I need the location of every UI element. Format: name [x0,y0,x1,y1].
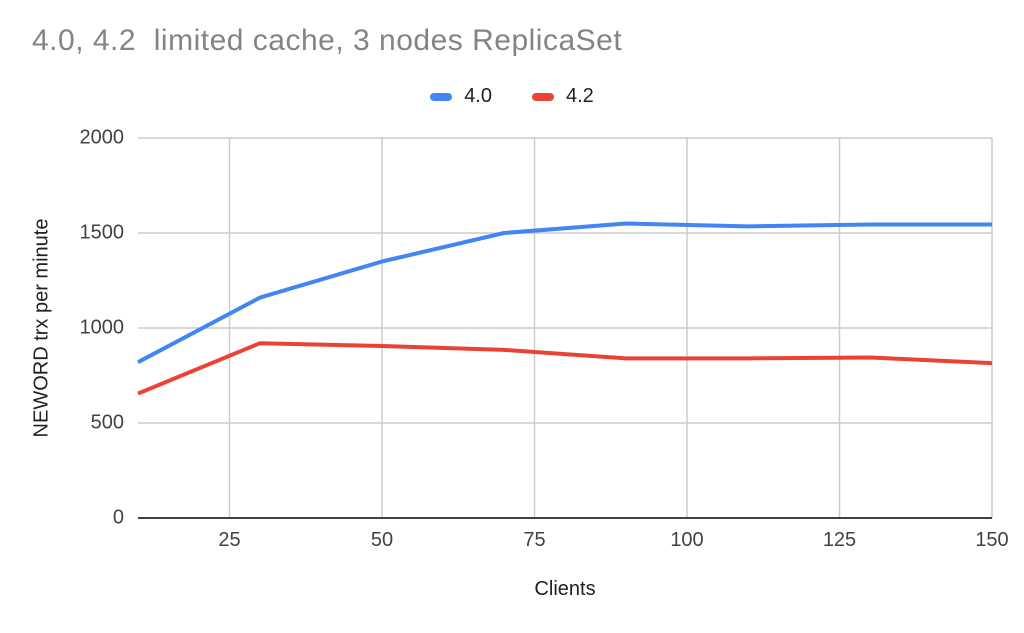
y-tick-label-2000: 2000 [79,126,125,149]
y-tick-label-500: 500 [90,411,124,434]
y-tick-label-1000: 1000 [79,316,125,339]
chart-title: 4.0, 4.2 limited cache, 3 nodes ReplicaS… [32,24,623,57]
x-axis-title: Clients [534,578,596,600]
legend-swatch-icon [430,92,453,101]
series-line-4-2 [137,341,993,396]
legend-swatch-icon [532,92,554,101]
y-axis-title: NEWORD trx per minute [30,218,53,438]
legend: 4.0 4.2 [0,85,1024,108]
x-tick-label-25: 25 [218,529,241,551]
legend-label: 4.2 [566,85,594,107]
x-tick-label-100: 100 [670,529,704,551]
y-tick-label-0: 0 [112,506,124,529]
legend-label: 4.0 [464,85,492,107]
series-line-4-0 [137,221,992,364]
y-tick-label-1500: 1500 [79,221,125,244]
legend-item-4-2: 4.2 [532,85,594,108]
x-tick-label-125: 125 [822,529,857,551]
legend-item-4-0: 4.0 [430,85,492,108]
x-tick-label-50: 50 [370,529,394,551]
x-tick-label-75: 75 [523,529,546,551]
x-tick-label-150: 150 [975,529,1009,551]
